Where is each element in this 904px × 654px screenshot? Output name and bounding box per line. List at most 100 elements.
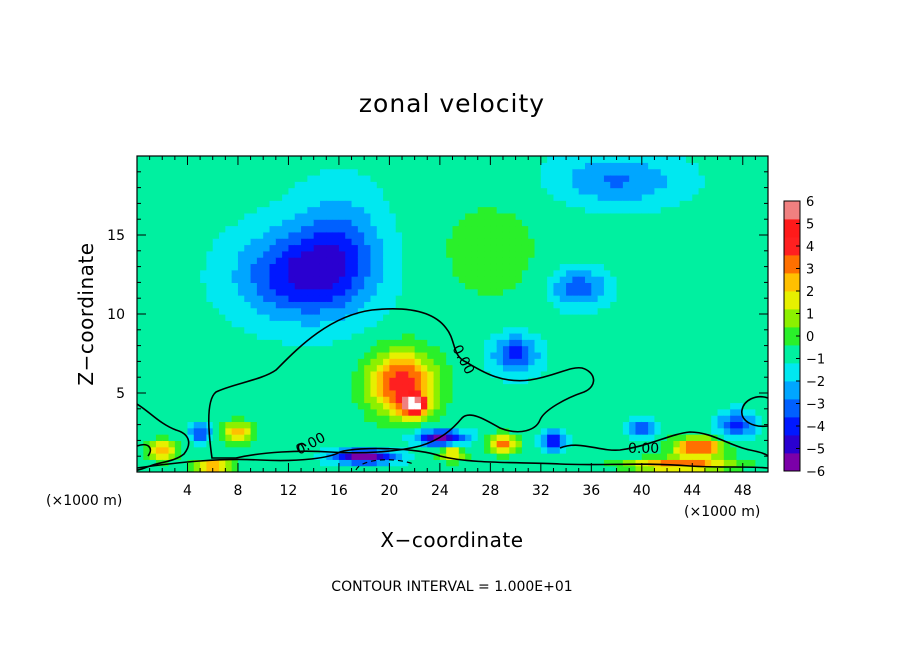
heatmap-cell (187, 181, 195, 189)
heatmap-cell (603, 396, 611, 404)
heatmap-cell (294, 181, 302, 189)
heatmap-cell (610, 276, 618, 283)
heatmap-cell (168, 156, 176, 163)
heatmap-cell (282, 377, 290, 385)
heatmap-cell (376, 345, 384, 353)
heatmap-cell (679, 257, 687, 265)
heatmap-cell (206, 250, 214, 258)
heatmap-cell (307, 206, 315, 214)
heatmap-cell (641, 231, 649, 239)
heatmap-cell (629, 446, 637, 454)
heatmap-cell (692, 453, 700, 460)
heatmap-cell (155, 332, 163, 340)
heatmap-cell (376, 187, 384, 195)
heatmap-cell (332, 276, 340, 283)
heatmap-cell (521, 301, 529, 309)
heatmap-cell (294, 326, 302, 334)
heatmap-cell (408, 181, 416, 189)
heatmap-cell (376, 276, 384, 283)
heatmap-cell (282, 427, 290, 435)
heatmap-cell (685, 250, 693, 258)
heatmap-cell (685, 295, 693, 302)
heatmap-cell (332, 320, 340, 328)
heatmap-cell (370, 263, 378, 271)
heatmap-cell (496, 377, 504, 385)
heatmap-cell (269, 314, 277, 321)
heatmap-cell (313, 295, 321, 302)
heatmap-cell (326, 389, 334, 397)
heatmap-cell (389, 257, 397, 265)
heatmap-cell (591, 244, 599, 252)
heatmap-cell (496, 465, 504, 472)
heatmap-cell (408, 162, 416, 170)
heatmap-cell (534, 358, 542, 366)
heatmap-cell (294, 453, 302, 460)
heatmap-cell (168, 212, 176, 220)
heatmap-cell (174, 307, 182, 315)
heatmap-cell (187, 206, 195, 214)
heatmap-cell (717, 421, 725, 429)
heatmap-cell (458, 370, 466, 378)
heatmap-cell (610, 225, 618, 233)
heatmap-cell (275, 282, 283, 290)
heatmap-cell (711, 301, 719, 309)
heatmap-cell (250, 326, 258, 334)
heatmap-cell (326, 295, 334, 302)
heatmap-cell (610, 314, 618, 321)
heatmap-cell (673, 320, 681, 328)
heatmap-cell (244, 301, 252, 309)
heatmap-cell (641, 156, 649, 163)
heatmap-cell (490, 269, 498, 277)
heatmap-cell (301, 168, 308, 176)
heatmap-cell (635, 446, 643, 454)
heatmap-cell (679, 383, 687, 391)
heatmap-cell (452, 377, 460, 385)
heatmap-cell (704, 351, 712, 359)
heatmap-cell (187, 269, 195, 277)
heatmap-cell (641, 396, 649, 404)
heatmap-cell (446, 231, 454, 239)
heatmap-cell (534, 193, 542, 201)
heatmap-cell (471, 465, 479, 472)
heatmap-cell (427, 181, 435, 189)
heatmap-cell (547, 383, 555, 391)
heatmap-cell (591, 187, 599, 195)
heatmap-cell (420, 257, 428, 265)
heatmap-cell (282, 421, 290, 429)
heatmap-cell (433, 212, 441, 220)
heatmap-cell (534, 269, 542, 277)
heatmap-cell (383, 396, 390, 404)
heatmap-cell (452, 181, 460, 189)
heatmap-cell (414, 434, 422, 441)
heatmap-cell (370, 415, 378, 423)
heatmap-cell (711, 307, 719, 315)
heatmap-cell (679, 326, 687, 334)
heatmap-cell (219, 453, 226, 460)
heatmap-cell (174, 345, 182, 353)
heatmap-cell (559, 377, 567, 385)
heatmap-cell (288, 396, 296, 404)
heatmap-cell (698, 263, 706, 271)
heatmap-cell (749, 415, 756, 423)
heatmap-cell (578, 212, 586, 220)
heatmap-cell (275, 402, 283, 410)
heatmap-cell (629, 465, 637, 472)
heatmap-cell (275, 212, 283, 220)
heatmap-cell (667, 263, 674, 271)
heatmap-cell (692, 320, 700, 328)
heatmap-cell (225, 238, 233, 246)
heatmap-cell (237, 459, 245, 467)
heatmap-cell (137, 181, 144, 189)
heatmap-cell (364, 415, 372, 423)
heatmap-cell (597, 364, 605, 372)
heatmap-cell (597, 219, 605, 227)
heatmap-cell (635, 282, 643, 290)
heatmap-cell (490, 440, 498, 448)
heatmap-cell (187, 238, 195, 246)
heatmap-cell (742, 257, 750, 265)
heatmap-cell (749, 440, 756, 448)
heatmap-cell (263, 225, 271, 233)
heatmap-cell (376, 383, 384, 391)
heatmap-cell (660, 351, 668, 359)
heatmap-cell (414, 282, 422, 290)
